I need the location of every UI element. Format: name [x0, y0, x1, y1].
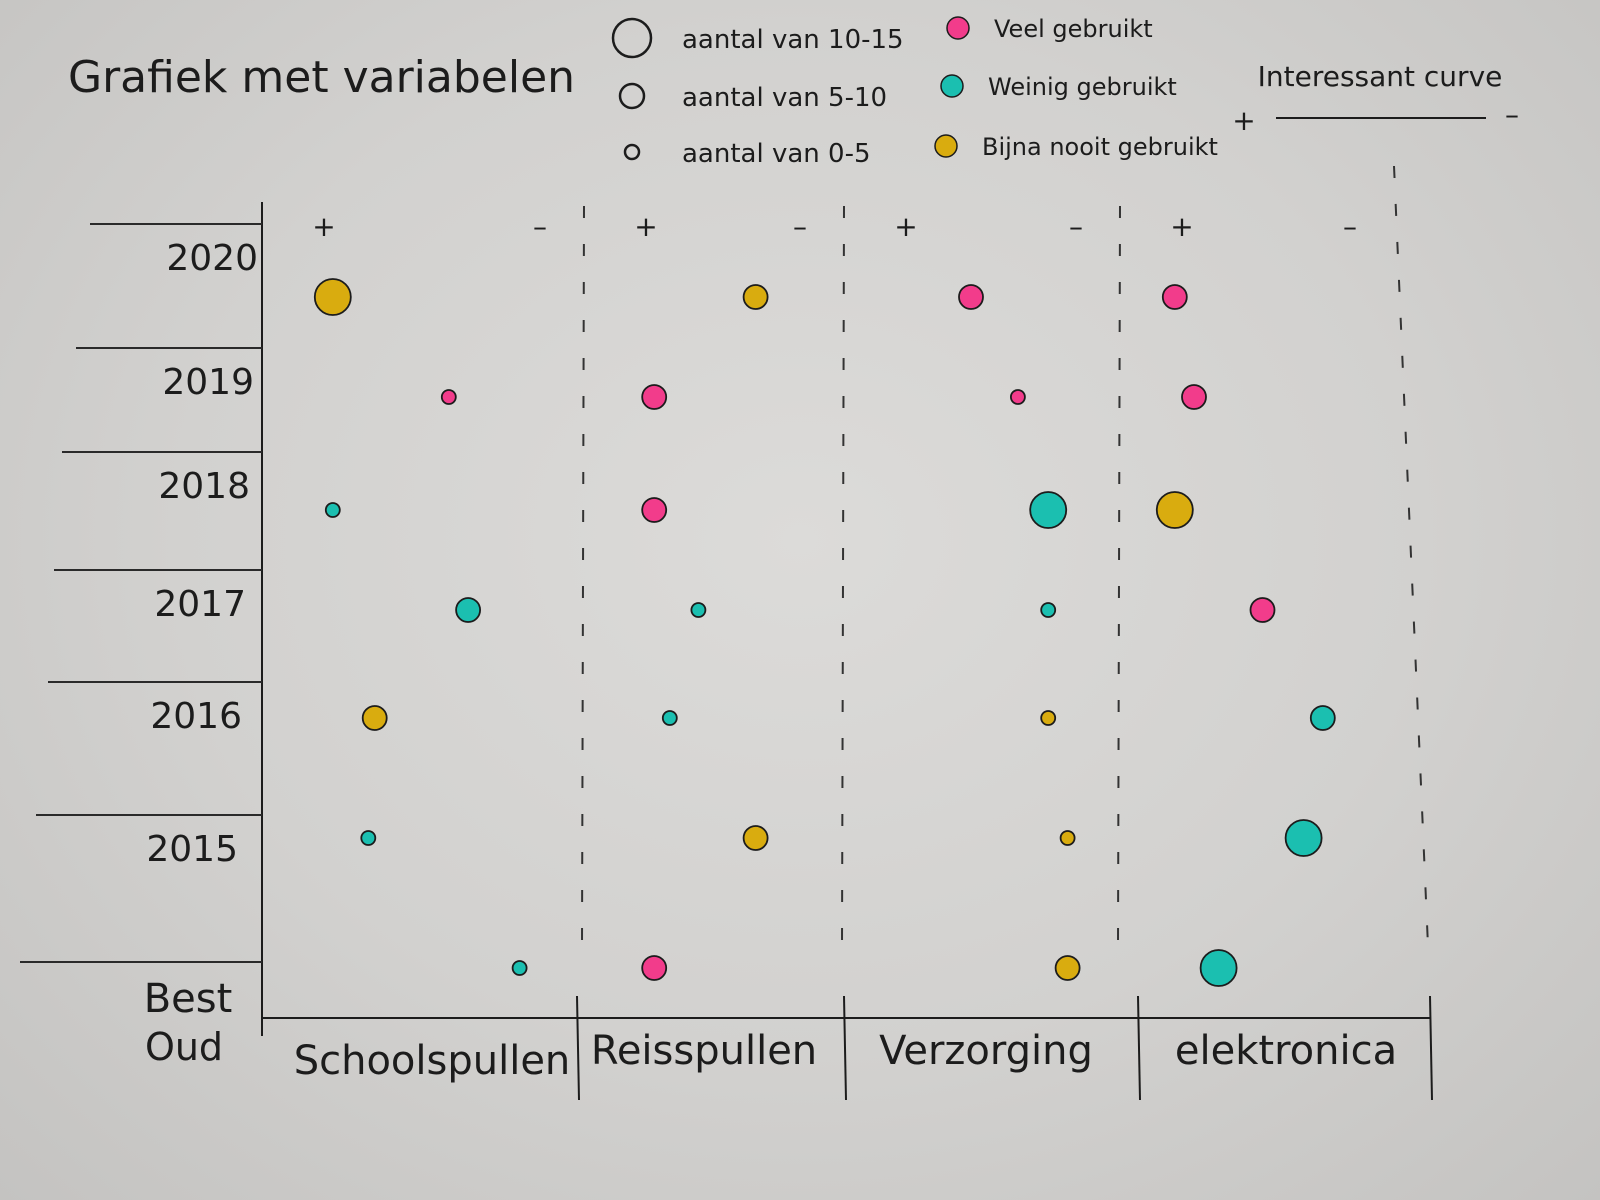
data-point-elektronica-2017	[1249, 597, 1276, 623]
data-point-verzorging-2017	[1040, 602, 1057, 618]
data-point-elektronica-2018	[1155, 491, 1194, 529]
data-point-verzorging-2018	[1029, 491, 1068, 529]
column-separator-dashed	[1117, 205, 1121, 947]
data-point-verzorging-2020	[958, 284, 984, 310]
data-point-reisspullen-2018	[641, 497, 668, 523]
scale-plus-schoolspullen: +	[312, 210, 335, 243]
legend-curve-minus: –	[1505, 98, 1519, 131]
data-point-schoolspullen-2015	[360, 830, 377, 846]
y-tick-label-2017: 2017	[154, 584, 246, 625]
data-point-elektronica-2020	[1161, 284, 1188, 310]
legend-color-label-veel-gebruikt: Veel gebruikt	[994, 15, 1153, 43]
x-category-label-elektronica: elektronica	[1175, 1028, 1397, 1074]
y-tick-label-2015: 2015	[146, 829, 238, 870]
data-point-schoolspullen-best-oud	[511, 960, 528, 976]
column-divider-line	[1429, 995, 1433, 1101]
data-point-schoolspullen-2020	[313, 278, 352, 316]
y-tick-label-2018: 2018	[158, 466, 250, 507]
legend-color-marker-bijna-nooit-gebruikt	[934, 134, 958, 158]
data-point-reisspullen-2019	[641, 384, 668, 410]
scale-minus-reisspullen: –	[793, 210, 807, 243]
x-category-label-verzorging: Verzorging	[879, 1028, 1093, 1074]
data-point-schoolspullen-2016	[361, 705, 388, 731]
data-point-verzorging-2019	[1010, 389, 1026, 405]
data-points	[313, 278, 1336, 987]
data-point-elektronica-2019	[1181, 384, 1207, 410]
data-point-reisspullen-2020	[742, 284, 769, 310]
y-tick-label-2020: 2020	[166, 238, 258, 279]
data-point-schoolspullen-2017	[455, 597, 482, 623]
data-point-verzorging-2015	[1059, 830, 1076, 846]
scale-plus-verzorging: +	[894, 210, 917, 243]
data-point-verzorging-2016	[1040, 710, 1057, 726]
data-point-elektronica-2015	[1284, 819, 1323, 857]
legend-color-marker-weinig-gebruikt	[940, 74, 964, 98]
data-point-verzorging-best-oud	[1054, 955, 1081, 981]
data-point-schoolspullen-2019	[440, 389, 457, 405]
legend-size-marker-small	[623, 143, 641, 161]
legend-color-marker-veel-gebruikt	[946, 16, 970, 40]
scale-minus-verzorging: –	[1069, 210, 1083, 243]
chart-lines	[20, 165, 1433, 1101]
legend-size-label-medium: aantal van 5-10	[682, 83, 887, 113]
column-separator-dashed	[581, 205, 585, 947]
scale-minus-elektronica: –	[1343, 210, 1357, 243]
legend-size-marker-medium	[618, 82, 646, 110]
legend-size-label-large: aantal van 10-15	[682, 25, 904, 55]
chart-title: Grafiek met variabelen	[68, 52, 575, 103]
y-tick-label-2016: 2016	[150, 696, 242, 737]
y-tick-label-best-oud-line2: Oud	[145, 1025, 223, 1069]
column-separator-dashed	[841, 205, 845, 947]
legend: aantal van 10-15 aantal van 5-10 aantal va…	[611, 15, 1519, 169]
legend-curve-plus: +	[1232, 104, 1255, 137]
scale-minus-schoolspullen: –	[533, 210, 547, 243]
legend-size-label-small: aantal van 0-5	[682, 139, 871, 169]
legend-curve-label: Interessant curve	[1258, 60, 1503, 93]
x-category-label-reisspullen: Reisspullen	[591, 1028, 817, 1074]
scale-plus-elektronica: +	[1170, 210, 1193, 243]
scale-plus-reisspullen: +	[634, 210, 657, 243]
legend-color-label-bijna-nooit-gebruikt: Bijna nooit gebruikt	[982, 133, 1218, 161]
data-point-reisspullen-2017	[690, 602, 707, 618]
data-point-reisspullen-2016	[661, 710, 678, 726]
column-divider-line	[576, 995, 580, 1101]
y-tick-label-2019: 2019	[162, 362, 254, 403]
data-point-reisspullen-best-oud	[641, 955, 668, 981]
column-divider-line	[1137, 995, 1141, 1101]
data-point-schoolspullen-2018	[324, 502, 341, 518]
column-separator-dashed	[1393, 165, 1429, 947]
x-category-label-schoolspullen: Schoolspullen	[294, 1038, 571, 1084]
y-tick-label-best-oud: Best	[144, 976, 233, 1022]
column-divider-line	[843, 995, 847, 1101]
data-point-reisspullen-2015	[742, 825, 769, 851]
data-point-elektronica-best-oud	[1199, 949, 1238, 987]
chart-text: Grafiek met variabelen 2020 2019 2018 2017 2…	[68, 52, 1397, 1084]
legend-color-label-weinig-gebruikt: Weinig gebruikt	[988, 73, 1177, 101]
data-point-elektronica-2016	[1309, 705, 1336, 731]
legend-size-marker-large	[611, 17, 653, 59]
